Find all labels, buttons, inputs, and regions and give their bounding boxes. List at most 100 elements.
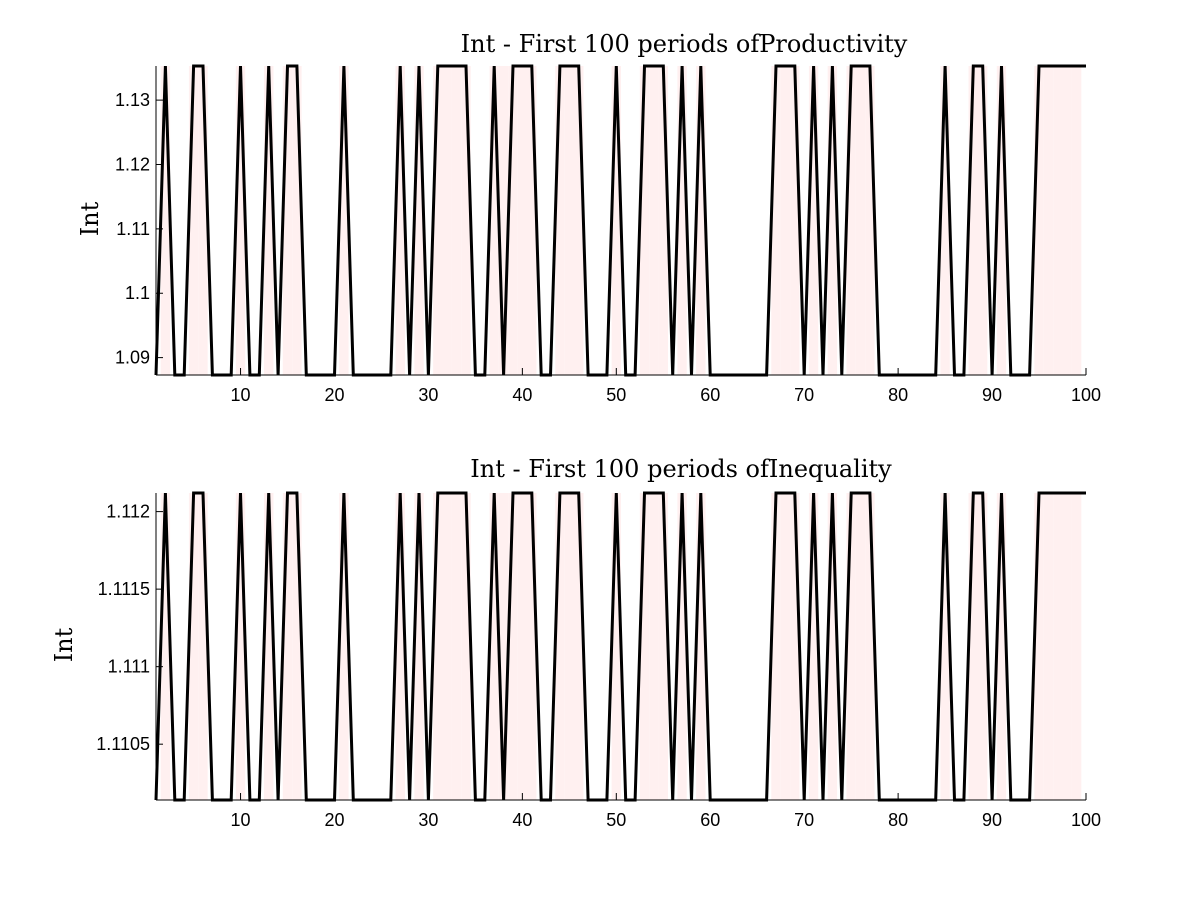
y-tick-label: 1.1115 (98, 579, 150, 599)
shaded-period (846, 66, 856, 375)
x-tick-label: 100 (1071, 385, 1101, 405)
shaded-period (1034, 493, 1044, 800)
shaded-period (649, 493, 659, 800)
x-tick-label: 60 (700, 810, 720, 830)
shaded-period (855, 493, 866, 800)
shaded-period (574, 493, 584, 800)
shaded-period (395, 493, 405, 800)
shaded-period (677, 493, 687, 800)
shaded-period (1053, 66, 1063, 375)
shaded-period (339, 66, 349, 375)
shaded-periods (160, 66, 1082, 375)
shaded-period (527, 493, 537, 800)
shaded-period (555, 493, 565, 800)
x-tick-label: 20 (324, 810, 344, 830)
shaded-period (508, 493, 518, 800)
shaded-period (977, 66, 988, 375)
x-tick-label: 10 (231, 810, 251, 830)
shaded-period (827, 66, 838, 375)
axes (155, 66, 1086, 376)
shaded-period (790, 493, 800, 800)
y-tick-label: 1.12 (115, 154, 150, 174)
shaded-period (461, 493, 471, 800)
shaded-period (160, 493, 171, 800)
shaded-period (555, 66, 565, 375)
shaded-period (292, 493, 302, 800)
x-tick-label: 50 (606, 385, 626, 405)
shaded-period (940, 493, 950, 800)
shaded-period (517, 493, 528, 800)
x-tick-label: 40 (512, 385, 532, 405)
shaded-period (696, 493, 706, 800)
shaded-period (658, 493, 668, 800)
shaded-period (771, 66, 781, 375)
shaded-period (235, 66, 246, 375)
chart-inequality: 10 20 30 40 50 60 70 80 90 100 1.11051.1111.11151… (50, 455, 1101, 830)
shaded-period (498, 493, 509, 800)
shaded-period (414, 493, 424, 800)
x-tick-label: 70 (794, 810, 814, 830)
shaded-period (564, 493, 575, 800)
shaded-period (264, 66, 274, 375)
shaded-period (1071, 66, 1082, 375)
shaded-period (611, 66, 621, 375)
shaded-period (790, 66, 800, 375)
shaded-period (498, 66, 509, 375)
shaded-period (1053, 493, 1063, 800)
x-tick-label: 30 (418, 385, 438, 405)
y-axis-label: Int (50, 627, 78, 662)
shaded-period (808, 66, 819, 375)
shaded-period (677, 66, 687, 375)
x-tick-label: 50 (606, 810, 626, 830)
shaded-period (508, 66, 518, 375)
shaded-period (198, 493, 208, 800)
x-tick-label: 20 (324, 385, 344, 405)
shaded-period (658, 66, 668, 375)
y-tick-label: 1.1105 (96, 734, 150, 754)
chart-title: Int - First 100 periods ofProductivity (461, 30, 908, 58)
x-tick-label: 90 (982, 385, 1002, 405)
shaded-period (414, 66, 424, 375)
shaded-period (395, 66, 405, 375)
shaded-period (808, 493, 819, 800)
shaded-period (977, 493, 988, 800)
shaded-period (489, 66, 499, 375)
shaded-period (865, 66, 875, 375)
shaded-period (1062, 493, 1072, 800)
y-ticks: 1.09 1.1 1.11 1.12 1.13 (115, 90, 163, 368)
axes (155, 493, 1086, 801)
shaded-period (461, 66, 471, 375)
shaded-period (771, 493, 781, 800)
shaded-period (855, 66, 866, 375)
shaded-period (649, 66, 659, 375)
shaded-periods (160, 493, 1082, 800)
x-tick-label: 60 (700, 385, 720, 405)
shaded-period (433, 493, 443, 800)
shaded-period (996, 493, 1007, 800)
y-tick-label: 1.09 (115, 348, 150, 368)
y-tick-label: 1.11 (116, 219, 150, 239)
shaded-period (639, 493, 650, 800)
shaded-period (1034, 66, 1044, 375)
shaded-period (827, 493, 838, 800)
shaded-period (846, 493, 856, 800)
x-tick-label: 70 (794, 385, 814, 405)
y-axis-label: Int (76, 201, 104, 236)
shaded-period (451, 66, 462, 375)
shaded-period (1062, 66, 1072, 375)
shaded-period (517, 66, 528, 375)
x-tick-label: 30 (418, 810, 438, 830)
shaded-period (639, 66, 650, 375)
shaded-period (198, 66, 208, 375)
y-tick-label: 1.1 (125, 283, 150, 303)
y-tick-label: 1.13 (115, 90, 150, 110)
shaded-period (1043, 66, 1054, 375)
shaded-period (188, 66, 199, 375)
shaded-period (1043, 493, 1054, 800)
shaded-period (264, 493, 274, 800)
shaded-period (160, 66, 171, 375)
shaded-period (996, 66, 1007, 375)
shaded-period (940, 66, 950, 375)
